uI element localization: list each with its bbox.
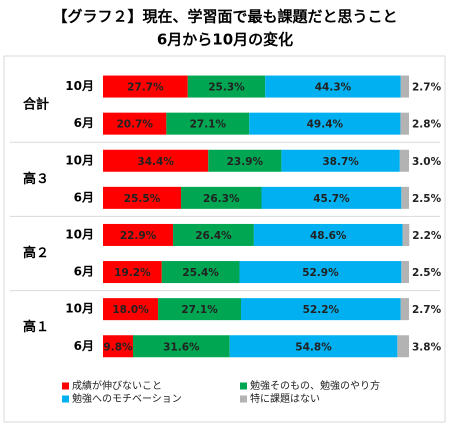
bar-segment	[187, 75, 266, 98]
bar-segment	[173, 223, 254, 246]
bar-segment	[402, 223, 410, 246]
value-label: 27.7%	[127, 82, 164, 94]
value-label: 2.5%	[412, 193, 442, 205]
value-label: 26.3%	[203, 193, 240, 205]
value-label: 52.2%	[303, 304, 340, 316]
value-label: 34.4%	[137, 156, 174, 168]
value-label: 22.9%	[120, 230, 157, 242]
value-label: 26.4%	[195, 230, 232, 242]
value-label: 3.8%	[412, 341, 442, 353]
legend-swatch	[62, 395, 69, 403]
row-label: 10月	[65, 153, 94, 167]
legend-label: 勉強へのモチベーション	[72, 392, 182, 405]
row-label: 10月	[65, 79, 94, 93]
bar-segment	[103, 112, 167, 135]
value-label: 27.1%	[181, 304, 218, 316]
value-label: 52.9%	[302, 267, 339, 279]
bar-segment	[239, 261, 402, 284]
legend-swatch	[240, 395, 247, 403]
bar-segment	[401, 261, 409, 284]
bar-segment	[253, 223, 403, 246]
bar-segment	[181, 186, 262, 209]
bar-segment	[103, 186, 182, 209]
row-label: 10月	[65, 227, 94, 241]
value-label: 9.8%	[103, 341, 133, 353]
bar-segment	[400, 298, 409, 321]
value-label: 20.7%	[116, 119, 153, 131]
row-label: 6月	[74, 265, 94, 279]
value-label: 25.3%	[208, 82, 245, 94]
bar-segment	[103, 298, 159, 321]
value-label: 2.8%	[412, 119, 442, 131]
row-label: 6月	[74, 190, 94, 204]
value-label: 27.1%	[190, 119, 227, 131]
value-label: 2.2%	[412, 230, 442, 242]
bar-segment	[401, 186, 409, 209]
group-label: 高３	[23, 171, 49, 187]
bar-segment	[132, 335, 230, 358]
bar-segment	[103, 75, 188, 98]
legend-swatch	[240, 382, 247, 390]
bar-segment	[397, 335, 409, 358]
value-label: 45.7%	[313, 193, 350, 205]
value-label: 44.3%	[315, 82, 352, 94]
bar-segment	[399, 149, 409, 172]
legend-label: 勉強そのもの、勉強のやり方	[250, 379, 380, 392]
legend-label: 成績が伸びないこと	[72, 379, 162, 392]
legend-label: 特に課題はない	[250, 392, 320, 405]
bar-segment	[166, 112, 250, 135]
row-label: 10月	[65, 302, 94, 316]
value-label: 23.9%	[227, 156, 264, 168]
bar-segment	[400, 75, 409, 98]
value-label: 2.5%	[412, 267, 442, 279]
bar-segment	[103, 335, 133, 358]
bar-segment	[261, 186, 402, 209]
bar-segment	[103, 261, 162, 284]
bar-segment	[158, 298, 242, 321]
row-label: 6月	[74, 116, 94, 130]
value-label: 25.4%	[182, 267, 219, 279]
value-label: 54.8%	[295, 341, 332, 353]
value-label: 31.6%	[163, 341, 200, 353]
value-label: 25.5%	[124, 193, 161, 205]
value-label: 2.7%	[412, 82, 442, 94]
legend-swatch	[62, 382, 69, 390]
bar-segment	[400, 112, 409, 135]
group-label: 高２	[23, 245, 49, 261]
value-label: 18.0%	[112, 304, 149, 316]
bar-segment	[161, 261, 240, 284]
bar-segment	[103, 223, 174, 246]
bar-segment	[229, 335, 398, 358]
bar-segment	[249, 112, 401, 135]
value-label: 2.7%	[412, 304, 442, 316]
value-label: 19.2%	[114, 267, 151, 279]
chart-subtitle: 6月から10月の変化	[157, 31, 293, 49]
value-label: 3.0%	[412, 156, 442, 168]
value-label: 38.7%	[322, 156, 359, 168]
bar-segment	[241, 298, 401, 321]
chart-title: 【グラフ２】現在、学習面で最も課題だと思うこと	[52, 8, 397, 26]
value-label: 48.6%	[310, 230, 347, 242]
group-label: 高１	[23, 319, 49, 335]
bar-segment	[208, 149, 282, 172]
value-label: 49.4%	[307, 119, 344, 131]
bar-segment	[103, 149, 209, 172]
plot-frame	[3, 55, 446, 423]
group-label: 合計	[23, 97, 49, 113]
bar-segment	[281, 149, 400, 172]
row-label: 6月	[74, 339, 94, 353]
bar-segment	[265, 75, 401, 98]
